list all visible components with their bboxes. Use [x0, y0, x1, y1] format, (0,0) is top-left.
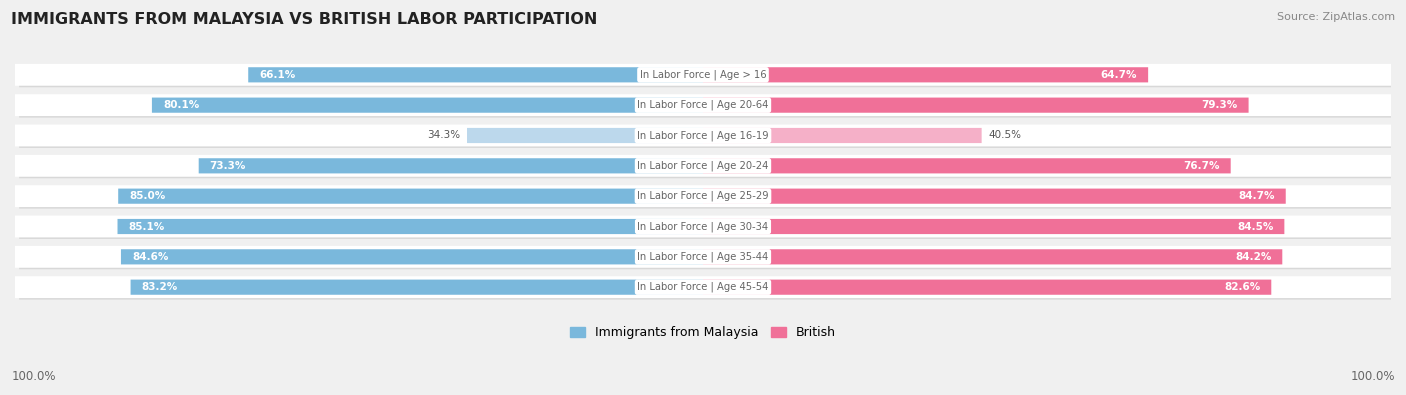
FancyBboxPatch shape	[15, 155, 1391, 177]
FancyBboxPatch shape	[15, 216, 1391, 237]
FancyBboxPatch shape	[198, 158, 703, 173]
FancyBboxPatch shape	[20, 217, 1391, 239]
Text: In Labor Force | Age 20-64: In Labor Force | Age 20-64	[637, 100, 769, 111]
FancyBboxPatch shape	[703, 128, 981, 143]
FancyBboxPatch shape	[703, 67, 1149, 83]
Text: In Labor Force | Age 30-34: In Labor Force | Age 30-34	[637, 221, 769, 232]
FancyBboxPatch shape	[152, 98, 703, 113]
FancyBboxPatch shape	[15, 246, 1391, 268]
FancyBboxPatch shape	[703, 219, 1284, 234]
Text: 84.6%: 84.6%	[132, 252, 169, 262]
Text: 73.3%: 73.3%	[209, 161, 246, 171]
Text: 76.7%: 76.7%	[1184, 161, 1219, 171]
FancyBboxPatch shape	[703, 280, 1271, 295]
Text: 84.2%: 84.2%	[1234, 252, 1271, 262]
FancyBboxPatch shape	[703, 158, 1230, 173]
Text: In Labor Force | Age 25-29: In Labor Force | Age 25-29	[637, 191, 769, 201]
Text: Source: ZipAtlas.com: Source: ZipAtlas.com	[1277, 12, 1395, 22]
Text: 40.5%: 40.5%	[988, 130, 1022, 141]
Text: 84.5%: 84.5%	[1237, 222, 1274, 231]
FancyBboxPatch shape	[20, 247, 1391, 269]
FancyBboxPatch shape	[703, 249, 1282, 264]
FancyBboxPatch shape	[249, 67, 703, 83]
FancyBboxPatch shape	[15, 94, 1391, 116]
Text: 83.2%: 83.2%	[142, 282, 177, 292]
Text: In Labor Force | Age 35-44: In Labor Force | Age 35-44	[637, 252, 769, 262]
Legend: Immigrants from Malaysia, British: Immigrants from Malaysia, British	[565, 321, 841, 344]
Text: 66.1%: 66.1%	[259, 70, 295, 80]
FancyBboxPatch shape	[131, 280, 703, 295]
Text: 100.0%: 100.0%	[11, 370, 56, 383]
FancyBboxPatch shape	[703, 188, 1285, 204]
Text: In Labor Force | Age 20-24: In Labor Force | Age 20-24	[637, 161, 769, 171]
Text: IMMIGRANTS FROM MALAYSIA VS BRITISH LABOR PARTICIPATION: IMMIGRANTS FROM MALAYSIA VS BRITISH LABO…	[11, 12, 598, 27]
FancyBboxPatch shape	[20, 126, 1391, 148]
FancyBboxPatch shape	[118, 188, 703, 204]
FancyBboxPatch shape	[20, 187, 1391, 209]
FancyBboxPatch shape	[118, 219, 703, 234]
Text: 85.0%: 85.0%	[129, 191, 166, 201]
FancyBboxPatch shape	[20, 66, 1391, 87]
Text: 100.0%: 100.0%	[1350, 370, 1395, 383]
FancyBboxPatch shape	[15, 124, 1391, 147]
Text: 64.7%: 64.7%	[1101, 70, 1137, 80]
Text: In Labor Force | Age 45-54: In Labor Force | Age 45-54	[637, 282, 769, 292]
FancyBboxPatch shape	[20, 156, 1391, 178]
Text: 80.1%: 80.1%	[163, 100, 200, 110]
FancyBboxPatch shape	[703, 98, 1249, 113]
Text: 85.1%: 85.1%	[128, 222, 165, 231]
FancyBboxPatch shape	[121, 249, 703, 264]
Text: In Labor Force | Age 16-19: In Labor Force | Age 16-19	[637, 130, 769, 141]
Text: 84.7%: 84.7%	[1239, 191, 1275, 201]
Text: In Labor Force | Age > 16: In Labor Force | Age > 16	[640, 70, 766, 80]
FancyBboxPatch shape	[15, 276, 1391, 298]
FancyBboxPatch shape	[15, 64, 1391, 86]
Text: 34.3%: 34.3%	[427, 130, 460, 141]
FancyBboxPatch shape	[467, 128, 703, 143]
FancyBboxPatch shape	[20, 278, 1391, 300]
Text: 79.3%: 79.3%	[1201, 100, 1237, 110]
Text: 82.6%: 82.6%	[1225, 282, 1260, 292]
FancyBboxPatch shape	[15, 185, 1391, 207]
FancyBboxPatch shape	[20, 96, 1391, 118]
